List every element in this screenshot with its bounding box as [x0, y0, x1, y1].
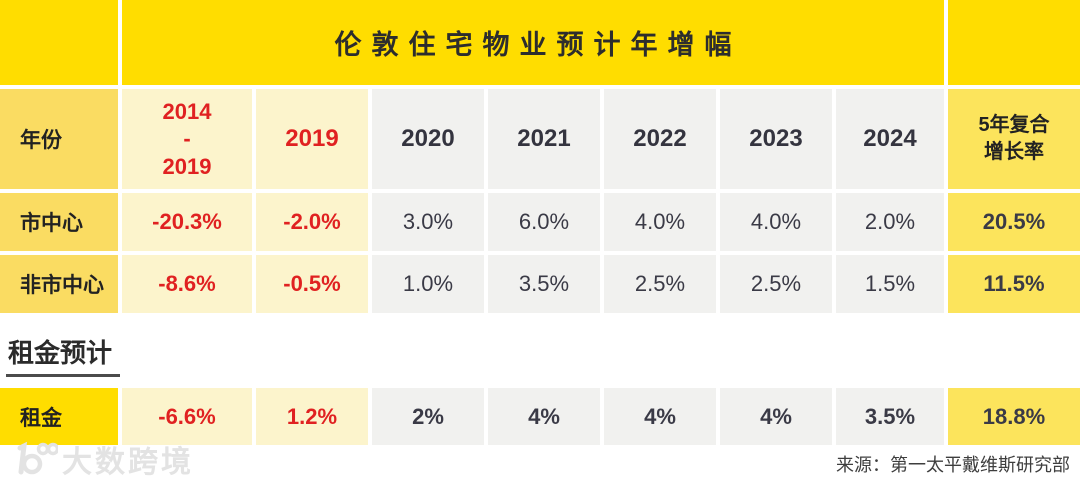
cell-cagr-value: 20.5% [948, 193, 1080, 251]
cell-value: -6.6% [122, 388, 252, 445]
header-2023: 2023 [720, 89, 832, 189]
cell-value: -0.5% [256, 255, 368, 313]
cell-value: 3.5% [488, 255, 600, 313]
title-row-right-cell [948, 0, 1080, 85]
cell-value: -20.3% [122, 193, 252, 251]
cell-value: 3.0% [372, 193, 484, 251]
watermark: 大数跨境 [10, 437, 194, 481]
cell-value: 2.5% [604, 255, 716, 313]
rent-forecast-table: 租金 -6.6% 1.2% 2% 4% 4% 4% 3.5% 18.8% [0, 388, 1080, 445]
cell-value: -2.0% [256, 193, 368, 251]
cell-value: -8.6% [122, 255, 252, 313]
cell-value: 1.0% [372, 255, 484, 313]
source-attribution: 来源：第一太平戴维斯研究部 [836, 455, 1070, 475]
price-forecast-table: 伦敦住宅物业预计年增幅 年份 2014 - 2019 2019 2020 202… [0, 0, 1080, 313]
row-label-rent: 租金 [0, 388, 118, 445]
cell-value: 4% [720, 388, 832, 445]
watermark-text: 大数跨境 [62, 446, 194, 479]
cell-value: 2.5% [720, 255, 832, 313]
header-2019: 2019 [256, 89, 368, 189]
cell-value: 4.0% [604, 193, 716, 251]
rent-section-heading: 租金预计 [6, 333, 121, 377]
header-2021: 2021 [488, 89, 600, 189]
cell-value: 4.0% [720, 193, 832, 251]
header-2022: 2022 [604, 89, 716, 189]
header-2020: 2020 [372, 89, 484, 189]
table-title: 伦敦住宅物业预计年增幅 [122, 0, 944, 85]
header-2024: 2024 [836, 89, 944, 189]
header-range-2014-2019: 2014 - 2019 [122, 89, 252, 189]
cell-value: 4% [604, 388, 716, 445]
row-label-city-centre: 市中心 [0, 193, 118, 251]
cell-value: 1.2% [256, 388, 368, 445]
cell-cagr-value: 18.8% [948, 388, 1080, 445]
cell-value: 4% [488, 388, 600, 445]
header-cagr: 5年复合 增长率 [948, 89, 1080, 189]
header-year-label: 年份 [0, 89, 118, 189]
cell-value: 1.5% [836, 255, 944, 313]
cell-value: 3.5% [836, 388, 944, 445]
cell-value: 2% [372, 388, 484, 445]
rent-section: 租金预计 [6, 333, 1080, 377]
title-row-left-cell [0, 0, 118, 85]
cell-cagr-value: 11.5% [948, 255, 1080, 313]
cell-value: 2.0% [836, 193, 944, 251]
cell-value: 6.0% [488, 193, 600, 251]
row-label-non-city-centre: 非市中心 [0, 255, 118, 313]
watermark-100-logo [17, 441, 58, 475]
